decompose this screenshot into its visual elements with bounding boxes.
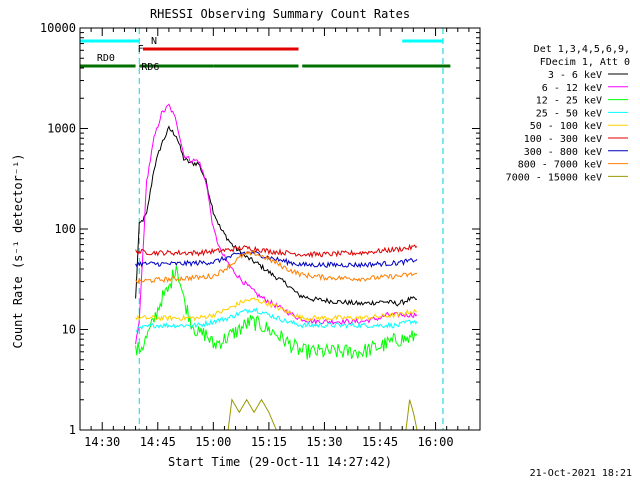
state-label-n: N (151, 36, 157, 47)
chart-title: RHESSI Observing Summary Count Rates (150, 7, 410, 21)
legend-label: 25 - 50 keV (536, 108, 602, 119)
state-label-rd6: RD6 (141, 62, 159, 73)
legend-label: 7000 - 15000 keV (506, 172, 602, 183)
legend-header: Det 1,3,4,5,6,9, (534, 44, 630, 55)
y-axis-label: Count Rate (s⁻¹ detector⁻¹) (11, 153, 25, 348)
legend-label: 100 - 300 keV (524, 134, 602, 145)
series-line-7 (135, 249, 418, 284)
state-label-f: F (138, 44, 144, 55)
series-line-1 (135, 103, 418, 345)
x-tick-label: 16:00 (417, 435, 453, 449)
x-axis-label: Start Time (29-Oct-11 14:27:42) (168, 455, 392, 469)
x-tick-label: 15:45 (362, 435, 398, 449)
x-tick-label: 14:30 (84, 435, 120, 449)
legend-label: 6 - 12 keV (542, 83, 602, 94)
series-line-8 (213, 398, 418, 431)
y-tick-label: 10000 (40, 21, 76, 35)
state-label-rd0: RD0 (97, 53, 115, 64)
footer-date: 21-Oct-2021 18:21 (530, 468, 632, 479)
legend-label: 300 - 800 keV (524, 147, 602, 158)
y-tick-label: 10 (62, 323, 76, 337)
legend-label: 50 - 100 keV (530, 121, 602, 132)
series-line-2 (135, 265, 418, 360)
legend-label: 800 - 7000 keV (518, 160, 602, 171)
x-tick-label: 14:45 (140, 435, 176, 449)
y-tick-label: 1000 (47, 122, 76, 136)
y-tick-label: 1 (69, 423, 76, 437)
x-tick-label: 15:30 (306, 435, 342, 449)
legend-label: 12 - 25 keV (536, 96, 602, 107)
x-tick-label: 15:15 (251, 435, 287, 449)
legend-label: 3 - 6 keV (548, 70, 602, 81)
y-tick-label: 100 (54, 222, 76, 236)
series-line-4 (135, 297, 418, 322)
plot-frame (79, 27, 481, 431)
series-line-5 (135, 243, 418, 259)
x-tick-label: 15:00 (195, 435, 231, 449)
series-line-3 (135, 307, 418, 333)
series-line-0 (135, 125, 418, 307)
legend-header: FDecim 1, Att 0 (540, 57, 630, 68)
